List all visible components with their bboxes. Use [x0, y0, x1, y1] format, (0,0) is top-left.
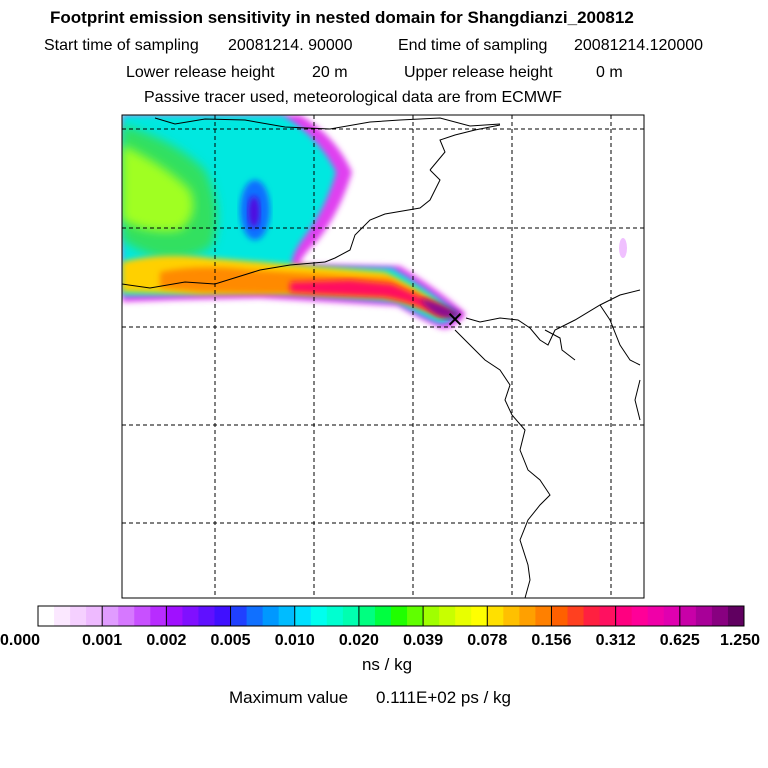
colorbar-swatch	[679, 606, 697, 626]
colorbar-swatch	[118, 606, 135, 626]
colorbar-swatch	[310, 606, 328, 626]
coastline-islands	[544, 304, 641, 366]
colorbar-tick-label: 0.625	[660, 632, 700, 649]
colorbar-swatch	[519, 606, 536, 626]
colorbar-swatch	[599, 606, 617, 626]
receptor-marker: ×	[447, 303, 463, 334]
colorbar-tick-label: 0.010	[275, 632, 315, 649]
colorbar-swatch	[663, 606, 681, 626]
upper-release-value: 0 m	[596, 64, 623, 81]
colorbar-swatch	[503, 606, 520, 626]
upper-release-label: Upper release height	[404, 64, 553, 81]
tracer-note: Passive tracer used, meteorological data…	[144, 89, 562, 106]
colorbar-swatch	[455, 606, 472, 626]
plume-level-green-core	[122, 145, 194, 232]
colorbar-swatch	[471, 606, 488, 626]
lower-release-label: Lower release height	[126, 64, 275, 81]
coastline-peninsula	[465, 289, 641, 346]
colorbar-tick-label: 0.078	[467, 632, 507, 649]
colorbar-tick-label: 0.001	[82, 632, 122, 649]
colorbar-tick-label: 1.250	[720, 632, 760, 649]
colorbar-tick-label: 0.002	[146, 632, 186, 649]
coastline-gulf	[454, 329, 551, 598]
colorbar-swatch	[615, 606, 633, 626]
colorbar-swatch	[439, 606, 456, 626]
colorbar-tick-label: 0.020	[339, 632, 379, 649]
end-time-label: End time of sampling	[398, 37, 547, 54]
colorbar-swatch	[567, 606, 585, 626]
map-frame	[121, 114, 645, 599]
colorbar-swatch	[230, 606, 248, 626]
plume-level-dark	[420, 298, 462, 319]
colorbar-swatch	[374, 606, 392, 626]
colorbar-swatch	[54, 606, 71, 626]
colorbar-swatch	[86, 606, 103, 626]
colorbar-swatch	[214, 606, 232, 626]
colorbar	[37, 605, 745, 627]
colorbar-swatch	[182, 606, 199, 626]
colorbar-swatch	[487, 606, 504, 626]
colorbar-frame	[37, 605, 745, 627]
colorbar-tick-label: 0.312	[596, 632, 636, 649]
chart-title: Footprint emission sensitivity in nested…	[50, 8, 634, 27]
colorbar-swatch	[711, 606, 729, 626]
colorbar-swatch	[70, 606, 87, 626]
colorbar-swatch	[294, 606, 312, 626]
footprint-plume	[122, 115, 627, 329]
plume-faint-spot	[619, 238, 627, 258]
colorbar-tick-label: 0.039	[403, 632, 443, 649]
colorbar-swatch	[198, 606, 215, 626]
plume-level-purple-core	[248, 196, 260, 228]
colorbar-swatch	[38, 606, 55, 626]
colorbar-swatch	[695, 606, 713, 626]
start-time-label: Start time of sampling	[44, 37, 199, 54]
colorbar-swatch	[391, 606, 408, 626]
colorbar-swatch	[583, 606, 601, 626]
border-line-north	[154, 117, 501, 130]
colorbar-tick-label: 0.005	[211, 632, 251, 649]
map-panel: ×	[122, 115, 644, 598]
coastline-east	[634, 379, 641, 421]
max-value-label: Maximum value	[229, 688, 348, 707]
max-value-value: 0.111E+02 ps / kg	[376, 688, 511, 707]
colorbar-swatch	[102, 606, 119, 626]
colorbar-tick-label: 0.156	[531, 632, 571, 649]
colorbar-swatch	[407, 606, 424, 626]
colorbar-swatch	[166, 606, 183, 626]
colorbar-swatch	[150, 606, 167, 626]
colorbar-swatch	[262, 606, 280, 626]
plume-level-red	[290, 280, 452, 315]
lower-release-value: 20 m	[312, 64, 348, 81]
colorbar-swatch	[278, 606, 296, 626]
colorbar-swatch	[342, 606, 360, 626]
colorbar-swatch	[727, 606, 745, 626]
colorbar-swatch	[246, 606, 264, 626]
start-time-value: 20081214. 90000	[228, 37, 353, 54]
colorbar-swatch	[631, 606, 649, 626]
colorbar-swatch	[551, 606, 568, 626]
colorbar-swatch	[358, 606, 376, 626]
colorbar-swatch	[326, 606, 344, 626]
colorbar-tick-label: 0.000	[0, 632, 40, 649]
unit-label: ns / kg	[362, 655, 412, 674]
colorbar-ticks: 0.000 0.001 0.002 0.005 0.010 0.020 0.039 0.078…	[0, 632, 760, 649]
end-time-value: 20081214.120000	[574, 37, 703, 54]
colorbar-swatch	[535, 606, 552, 626]
colorbar-swatch	[134, 606, 151, 626]
colorbar-swatch	[423, 606, 440, 626]
colorbar-swatch	[647, 606, 665, 626]
gridlines	[122, 115, 644, 598]
